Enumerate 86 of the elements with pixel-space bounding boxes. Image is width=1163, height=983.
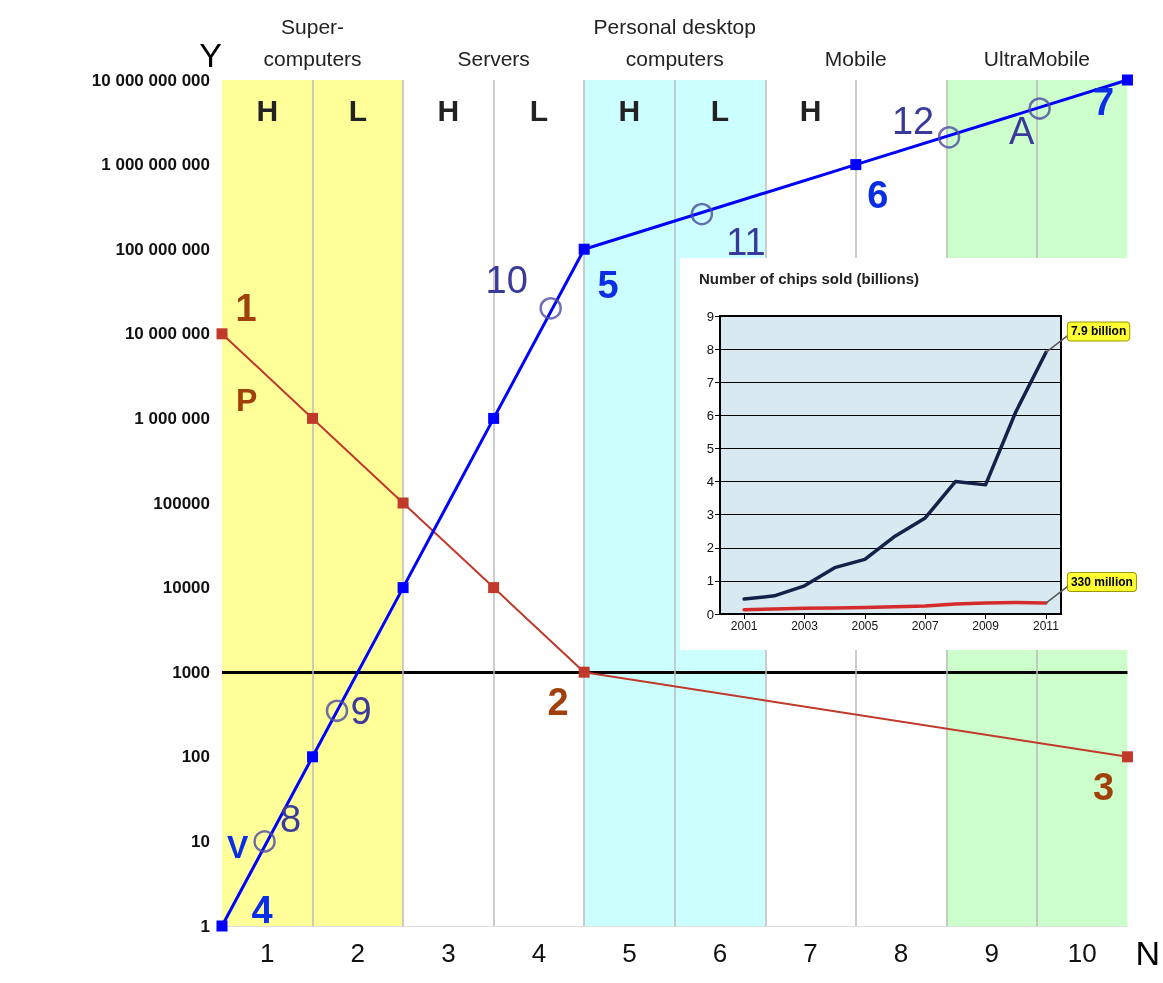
y-tick-label: 1 <box>706 573 714 589</box>
annotation: H <box>437 93 460 127</box>
point <box>578 243 590 255</box>
chart-title: Number of chips sold (billions) <box>699 270 920 287</box>
annotation: 11 <box>726 221 766 264</box>
y-tick-label: 6 <box>706 407 714 423</box>
y-tick-label: 4 <box>706 474 714 490</box>
y-tick-label: 7 <box>706 374 714 390</box>
point <box>1121 74 1133 86</box>
point <box>397 582 409 594</box>
annotation: L <box>529 93 549 127</box>
annotation: 2 <box>547 681 569 724</box>
y-tick-label: 100 <box>181 747 210 767</box>
y-tick-label: 10000 <box>162 578 210 598</box>
y-tick-label: 2 <box>706 540 714 556</box>
x-tick-label: 10 <box>1067 938 1097 968</box>
x-tick-label: 2005 <box>851 619 879 633</box>
y-tick-label: 8 <box>706 341 714 357</box>
x-tick-label: 9 <box>984 938 999 968</box>
annotation: 7 <box>1092 81 1115 123</box>
point <box>850 159 862 171</box>
x-tick-label: 2007 <box>911 619 939 633</box>
text: Mobile <box>824 46 887 70</box>
band-label: Personal desktop computers <box>593 14 756 70</box>
x-tick-label: 8 <box>893 938 909 968</box>
y-tick-label: 5 <box>706 440 714 456</box>
point <box>397 497 409 509</box>
y-tick-label: 100000 <box>153 493 210 513</box>
annotation: 4 <box>251 889 273 931</box>
y-tick-label: 9 <box>706 308 714 324</box>
annotation: 8 <box>279 798 302 841</box>
point <box>216 920 228 932</box>
point <box>488 412 500 424</box>
x-tick-label: 5 <box>622 938 637 968</box>
y-tick-label: 10 000 000 <box>124 324 210 344</box>
y-tick-label: 0 <box>706 606 714 622</box>
x-tick-label: 2001 <box>730 619 758 633</box>
series-label: V <box>227 829 249 865</box>
x-tick-label: 2003 <box>791 619 819 633</box>
y-tick-label: 10 <box>191 831 210 851</box>
series-label: P <box>236 381 258 418</box>
point <box>325 699 349 723</box>
point <box>307 412 319 424</box>
line-series <box>742 600 1048 612</box>
y-tick-label: 1000 <box>172 662 210 682</box>
annotation: 6 <box>867 173 889 216</box>
annotation: H <box>618 93 641 127</box>
y-tick-label: 1 000 000 000 <box>101 155 210 175</box>
point <box>937 126 961 149</box>
x-tick-label: 2011 <box>1033 619 1060 633</box>
point <box>488 582 500 594</box>
annotation: 9 <box>350 689 372 732</box>
annotation: L <box>348 93 367 127</box>
point <box>216 328 228 340</box>
annotation: L <box>710 93 730 127</box>
annotation: 5 <box>597 264 619 307</box>
x-tick-label: 2009 <box>972 619 1000 633</box>
band-label: UltraMobile <box>983 46 1090 70</box>
point <box>578 666 590 678</box>
annotation: 7.9 billion <box>1070 324 1127 339</box>
annotation: H <box>799 93 822 127</box>
point <box>539 297 562 320</box>
text: Servers <box>457 46 530 70</box>
annotation: 1 <box>235 286 257 329</box>
point <box>307 751 319 763</box>
x-axis-title: N <box>1135 934 1161 972</box>
point <box>690 202 714 226</box>
x-tick-label: 1 <box>260 938 275 968</box>
annotation: 10 <box>485 259 528 302</box>
x-tick-label: 3 <box>441 938 456 968</box>
x-tick-label: 4 <box>531 938 547 968</box>
annotation: 330 million <box>1070 575 1133 590</box>
point <box>253 830 276 853</box>
annotation: A <box>1008 109 1035 152</box>
annotation: H <box>256 93 279 127</box>
line-series <box>742 350 1048 601</box>
annotation: 12 <box>891 100 935 143</box>
x-tick-label: 7 <box>803 938 818 968</box>
y-tick-label: 1 <box>200 916 210 936</box>
band-label: Super- computers <box>263 14 362 70</box>
point <box>1121 751 1133 763</box>
y-tick-label: 100 000 000 <box>115 239 210 259</box>
annotation: 3 <box>1092 765 1115 808</box>
x-tick-label: 2 <box>350 938 366 968</box>
y-tick-label: 3 <box>706 507 714 523</box>
y-tick-label: 1 000 000 <box>134 408 210 428</box>
